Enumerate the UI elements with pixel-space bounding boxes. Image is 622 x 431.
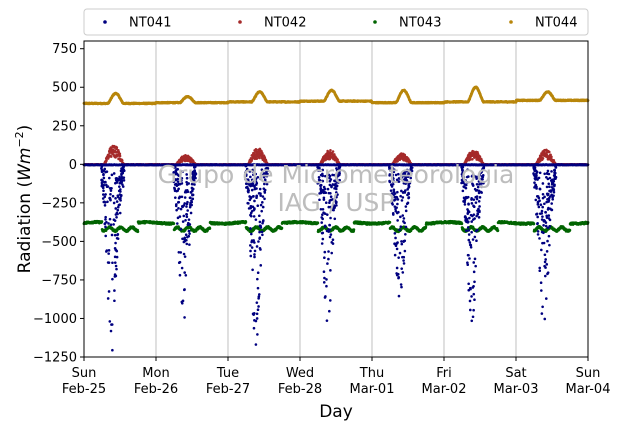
nt042-point <box>120 159 124 162</box>
nt043-point <box>352 228 356 232</box>
nt042-point <box>109 155 113 158</box>
nt042-point <box>105 159 108 162</box>
series-nt044 <box>82 85 590 106</box>
nt042-point <box>329 148 332 152</box>
nt042-point <box>118 152 122 156</box>
nt042-point <box>118 154 122 158</box>
nt043-point <box>388 220 392 224</box>
series-layer <box>82 85 590 352</box>
nt043-point <box>496 229 500 233</box>
nt042-point <box>331 150 335 153</box>
nt043-point <box>316 221 320 225</box>
nt043-point <box>280 226 284 230</box>
nt043-point <box>532 222 536 226</box>
nt043-point <box>244 220 248 224</box>
nt043-point <box>100 220 104 223</box>
nt043-point <box>136 230 140 234</box>
nt042-point <box>115 146 119 149</box>
nt043-point <box>460 222 464 226</box>
nt043-point <box>208 227 212 230</box>
nt043-point <box>424 225 428 229</box>
nt042-point <box>261 152 264 155</box>
grid-lines <box>155 41 517 357</box>
nt043-point <box>172 222 176 225</box>
nt043-point <box>568 228 572 232</box>
